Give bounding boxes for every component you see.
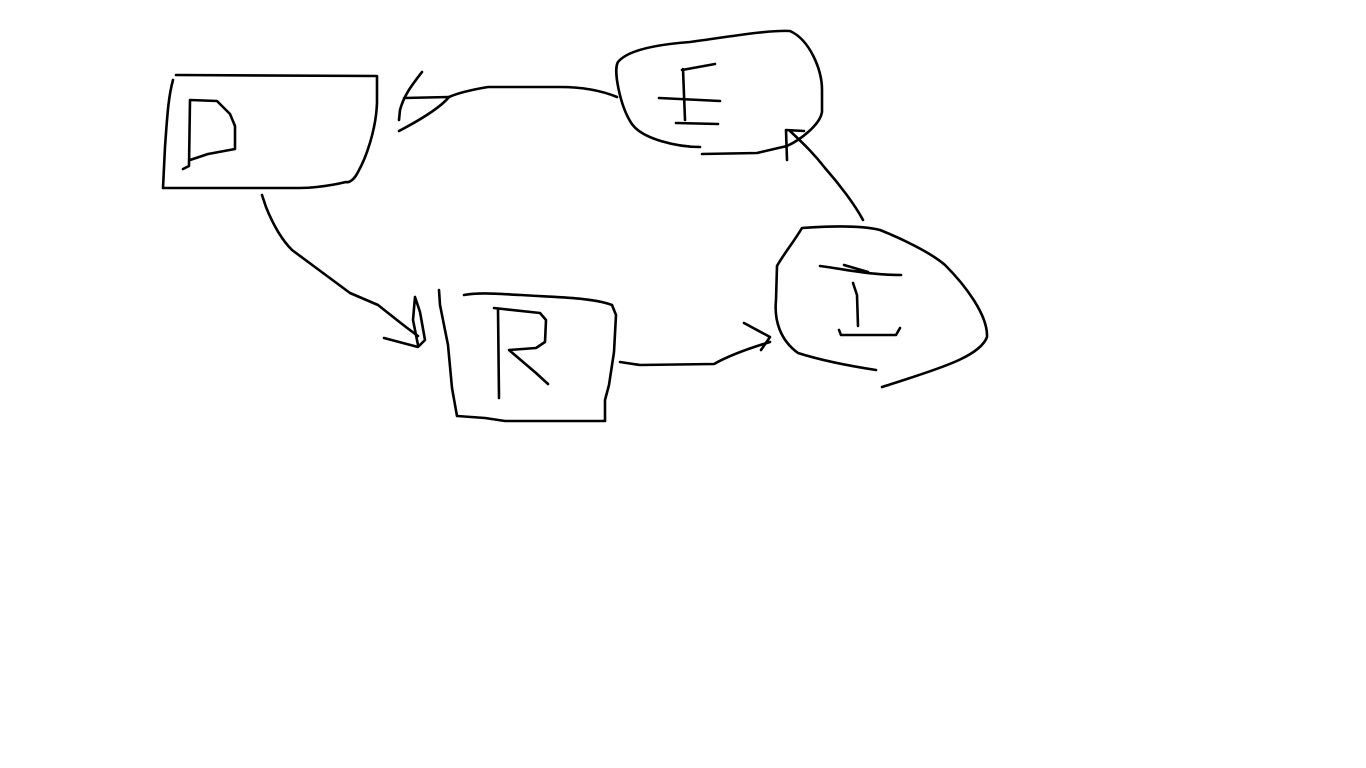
edge-e-to-d-arrowhead <box>397 70 451 133</box>
node-r-box <box>437 288 618 423</box>
edge-r-to-i-arrowhead <box>742 321 772 352</box>
edge-i-to-e-arrowhead <box>784 128 806 162</box>
node-d-label: D <box>205 139 206 141</box>
edge-d-to-r-line <box>260 193 420 338</box>
node-e <box>615 29 824 156</box>
edge-r-to-i <box>618 321 772 367</box>
node-i <box>774 225 989 389</box>
node-e-label: E <box>690 104 691 106</box>
edge-i-to-e <box>784 128 865 222</box>
node-i-letter <box>818 263 903 337</box>
edge-e-to-d <box>397 70 619 133</box>
edge-d-to-r-arrowhead <box>382 295 427 349</box>
edge-e-to-d-line <box>447 85 619 99</box>
node-i-blob <box>774 225 989 389</box>
node-d-box <box>161 73 379 190</box>
edge-r-to-i-line <box>618 340 772 367</box>
node-e-blob <box>615 29 824 156</box>
edge-d-to-r <box>260 193 427 349</box>
node-r <box>437 288 618 423</box>
node-d <box>161 73 379 190</box>
node-r-letter <box>492 306 550 400</box>
node-i-label: I <box>860 304 861 306</box>
edge-i-to-e-line <box>788 129 865 222</box>
node-d-letter <box>181 98 237 171</box>
node-e-letter <box>657 62 722 126</box>
